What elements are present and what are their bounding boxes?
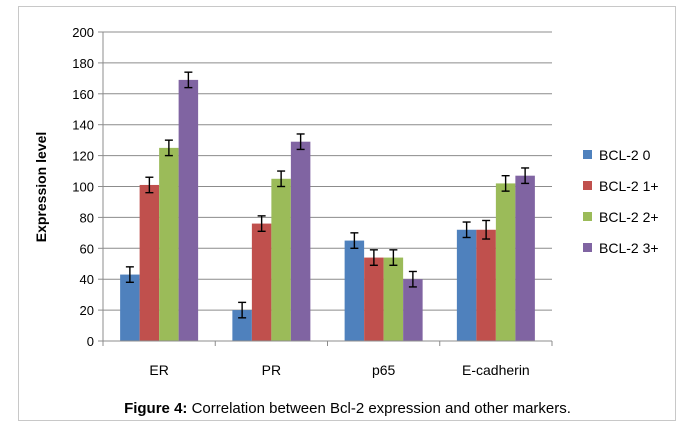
legend: BCL-2 0 BCL-2 1+ BCL-2 2+ BCL-2 3+ (583, 147, 659, 256)
y-tick-label: 140 (72, 118, 94, 133)
bar (120, 274, 140, 341)
y-tick-label: 80 (80, 210, 94, 225)
bar (476, 229, 496, 341)
bar (515, 175, 535, 341)
bar (271, 178, 291, 341)
y-tick-label: 0 (87, 334, 94, 349)
legend-swatch (583, 150, 592, 159)
bar (178, 79, 199, 342)
bar (139, 184, 160, 341)
axes: 0 20 40 60 80 100 120 140 160 180 200 ER PR p65 E-cadh… (72, 25, 553, 378)
y-axis-title: Expression level (33, 132, 49, 243)
x-tick-label: PR (262, 362, 281, 378)
bar (383, 257, 404, 341)
y-tick-label: 200 (72, 25, 94, 40)
x-tick-label: p65 (372, 362, 396, 378)
bar (456, 229, 477, 341)
y-tick-label: 180 (72, 56, 94, 71)
chart-frame (18, 6, 676, 421)
bar (403, 279, 423, 341)
legend-label: BCL-2 3+ (599, 240, 659, 256)
legend-label: BCL-2 2+ (599, 209, 659, 225)
y-tick-label: 120 (72, 149, 94, 164)
y-tick-label: 100 (72, 180, 94, 195)
legend-swatch (583, 212, 592, 221)
caption-label: Figure 4: (124, 400, 188, 417)
x-tick-label: ER (149, 362, 168, 378)
y-tick-label: 160 (72, 87, 94, 102)
bar (159, 147, 179, 341)
y-tick-label: 20 (80, 303, 94, 318)
bar (364, 257, 384, 341)
legend-label: BCL-2 0 (599, 147, 651, 163)
legend-swatch (583, 181, 592, 190)
bar (251, 223, 272, 341)
y-tick-label: 40 (80, 272, 94, 287)
bar (495, 183, 516, 341)
figure-caption: Figure 4: Correlation between Bcl-2 expr… (0, 400, 695, 417)
bars (120, 71, 535, 342)
bar (232, 310, 252, 341)
legend-label: BCL-2 1+ (599, 178, 659, 194)
y-tick-label: 60 (80, 241, 94, 256)
bar-chart: 0 20 40 60 80 100 120 140 160 180 200 ER PR p65 E-cadh… (33, 25, 659, 378)
bar (344, 240, 365, 341)
x-tick-label: E-cadherin (462, 362, 530, 378)
legend-swatch (583, 243, 592, 252)
bar (290, 141, 311, 341)
caption-text: Correlation between Bcl-2 expression and… (187, 400, 571, 417)
